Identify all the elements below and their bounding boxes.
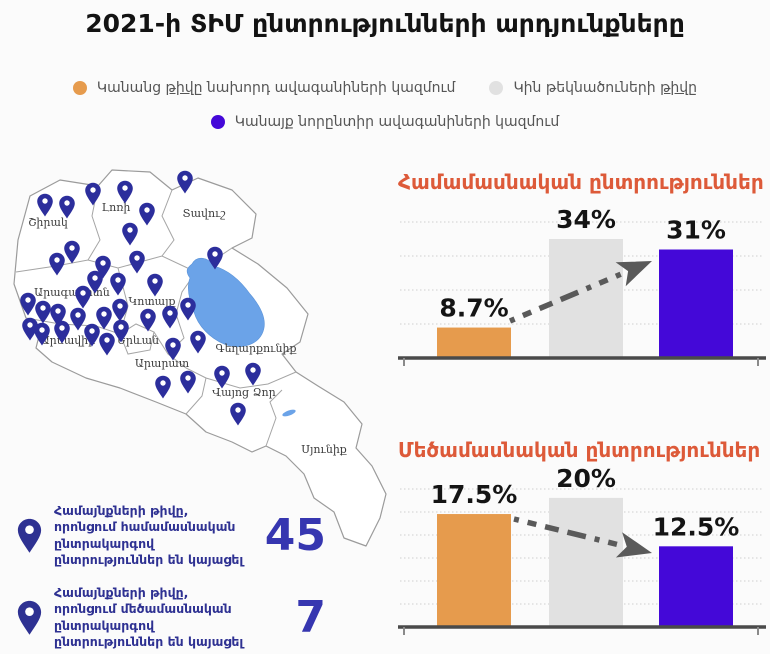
small-lake (282, 409, 296, 417)
map-pin-icon (177, 170, 193, 194)
map-pin-icon (84, 323, 100, 347)
legend-label: Կանայք նորընտիր ավագանիների կազմում (234, 114, 560, 130)
legend-item-newly-elected-councils: Կանայք նորընտիր ավագանիների կազմում (210, 114, 560, 130)
map-pin-icon (59, 195, 75, 219)
region-label-tavush: Տավուշ (183, 207, 226, 220)
bar-value-label: 34% (556, 205, 616, 234)
map-pin-icon (110, 272, 126, 296)
region-label-gegharkunik: Գեղարքունիք (216, 342, 297, 355)
armenia-map: Շիրակ Լոռի Տավուշ Արագածոտն Կոտայք Արմավ… (13, 169, 387, 547)
stat-value: 7 (295, 592, 326, 643)
map-pin-icon (147, 273, 163, 297)
map-pin-icon (75, 285, 91, 309)
map-pin-icon (70, 307, 86, 331)
bar-value-label: 12.5% (653, 512, 740, 541)
trend-arrow-tail-down (513, 516, 620, 548)
bar-value-label: 20% (556, 467, 616, 493)
map-pin-icon (230, 402, 246, 426)
map-pin-icon (214, 365, 230, 389)
map-pin-icon (87, 270, 103, 294)
map-pin-icon (207, 246, 223, 270)
map-pin-icon (54, 320, 70, 344)
trend-arrow-tail-up (508, 271, 622, 324)
trend-arrow-head-down (615, 532, 652, 558)
map-pin-icon (180, 370, 196, 394)
stats-panel: Համայնքների թիվը, որոնցում համամասնական … (16, 503, 334, 650)
chart-proportional: 8.7% 34% 31% (398, 205, 766, 366)
chart-majoritarian: 17.5% 20% 12.5% (398, 467, 766, 635)
region-label-aragatsotn: Արագածոտն (34, 286, 110, 299)
bar-17.5% (437, 514, 511, 627)
map-pin-icon (162, 305, 178, 329)
stat-value: 45 (264, 510, 326, 561)
map-pin-icon (117, 180, 133, 204)
map-pin-icon (49, 252, 65, 276)
map-pin-icon (129, 250, 145, 274)
region-label-shirak: Շիրակ (28, 216, 68, 229)
map-pin-icon (190, 330, 206, 354)
stat-text: Համայնքների թիվը, որոնցում համամասնական … (54, 503, 244, 567)
legend-dot-purple (210, 115, 225, 129)
bar-value-label: 8.7% (439, 294, 508, 323)
map-pin-icon (113, 319, 129, 343)
region-label-kotayk: Կոտայք (128, 295, 175, 308)
page-title: 2021-ի ՏԻՄ ընտրությունների արդյունքները (85, 9, 685, 38)
region-label-syunik: Սյունիք (301, 443, 347, 456)
region-label-lori: Լոռի (102, 201, 131, 214)
chart-title-majoritarian: Մեծամասնական ընտրություններ (398, 438, 761, 462)
country-outline (13, 169, 387, 547)
location-pin-icon (17, 600, 42, 635)
bar-34% (549, 239, 623, 358)
legend-label: Կանանց թիվը նախորդ ավագանիների կազմում (96, 80, 456, 96)
map-pin-icon (165, 337, 181, 361)
map-pin-icon (35, 300, 51, 324)
stat-proportional-communities: Համայնքների թիվը, որոնցում համամասնական … (16, 503, 334, 568)
bar-value-label: 31% (666, 216, 726, 245)
map-pin-icon (112, 298, 128, 322)
map-pin-icon (22, 317, 38, 341)
lake-sevan (186, 257, 265, 347)
map-pin-icon (50, 303, 66, 327)
legend-dot-gray (489, 81, 504, 95)
map-pin-icon (245, 362, 261, 386)
map-pin-icon (37, 193, 53, 217)
bar-31% (659, 249, 733, 358)
map-pin-icon (122, 222, 138, 246)
map-pin-icon (20, 292, 36, 316)
legend-row-1: Կանանց թիվը նախորդ ավագանիների կազմում Կ… (0, 80, 770, 96)
region-label-armavir: Արմավիր (41, 334, 96, 347)
bar-8.7% (437, 327, 511, 358)
legend-row-2: Կանայք նորընտիր ավագանիների կազմում (0, 114, 770, 130)
map-pin-icon (85, 182, 101, 206)
trend-arrow-head-up (615, 261, 652, 287)
map-pin-icon (99, 332, 115, 356)
map-pins-layer (20, 170, 261, 426)
map-pin-icon (155, 375, 171, 399)
region-label-ararat: Արարատ (135, 357, 189, 370)
map-pin-icon (34, 322, 50, 346)
location-pin-icon (17, 518, 42, 553)
map-pin-icon (140, 308, 156, 332)
region-labels: Շիրակ Լոռի Տավուշ Արագածոտն Կոտայք Արմավ… (28, 201, 347, 456)
region-label-yerevan: Երևան (117, 334, 159, 347)
chart-title-proportional: Համամասնական ընտրություններ (398, 170, 764, 194)
map-pin-icon (64, 240, 80, 264)
map-pin-icon (180, 297, 196, 321)
stat-text: Համայնքների թիվը, որոնցում մեծամասնական … (54, 585, 244, 649)
legend-label: Կին թեկնածուների թիվը (513, 80, 698, 96)
map-pin-icon (96, 306, 112, 330)
stat-majoritarian-communities: Համայնքների թիվը, որոնցում մեծամասնական … (16, 585, 334, 650)
region-label-vayots-dzor: Վայոց Ձոր (212, 386, 276, 399)
bar-12.5% (659, 546, 733, 627)
legend-item-women-candidates: Կին թեկնածուների թիվը (489, 80, 697, 96)
map-pin-icon (139, 202, 155, 226)
legend-dot-orange (72, 81, 87, 95)
legend-item-previous-councils: Կանանց թիվը նախորդ ավագանիների կազմում (72, 80, 456, 96)
map-pin-icon (95, 255, 111, 279)
bar-20% (549, 497, 623, 627)
bar-value-label: 17.5% (431, 480, 518, 509)
